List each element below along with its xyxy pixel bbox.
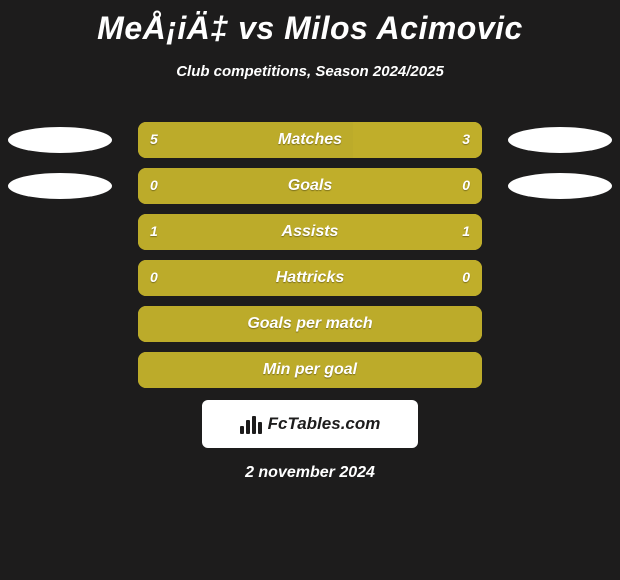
stat-row: 5 3 Matches — [0, 122, 620, 158]
stat-row: Goals per match — [0, 306, 620, 342]
comparison-card: MeÅ¡iÄ‡ vs Milos Acimovic Club competiti… — [0, 0, 620, 580]
logo-box: FcTables.com — [202, 400, 418, 448]
value-left: 0 — [150, 269, 158, 285]
bar-label: Min per goal — [263, 361, 357, 379]
logo-text: FcTables.com — [268, 414, 381, 434]
stat-bar: 1 1 Assists — [138, 214, 482, 250]
stat-row: Min per goal — [0, 352, 620, 388]
page-title: MeÅ¡iÄ‡ vs Milos Acimovic — [97, 10, 523, 47]
subtitle: Club competitions, Season 2024/2025 — [176, 63, 444, 80]
bar-label: Goals per match — [247, 315, 372, 333]
value-right: 0 — [462, 177, 470, 193]
value-right: 3 — [462, 131, 470, 147]
stat-row: 1 1 Assists — [0, 214, 620, 250]
value-left: 1 — [150, 223, 158, 239]
value-right: 0 — [462, 269, 470, 285]
bubble-right — [508, 173, 612, 199]
bubble-left — [8, 127, 112, 153]
bar-label: Hattricks — [276, 269, 344, 287]
stat-row: 0 0 Hattricks — [0, 260, 620, 296]
stat-rows: 5 3 Matches 0 0 Goals 1 1 Assists 0 0 Hattricks Goal… — [0, 122, 620, 388]
stat-bar: 0 0 Hattricks — [138, 260, 482, 296]
chart-icon — [240, 414, 262, 434]
value-left: 0 — [150, 177, 158, 193]
bar-label: Matches — [278, 131, 342, 149]
segment-left — [138, 168, 310, 204]
bar-label: Goals — [288, 177, 332, 195]
stat-bar: Goals per match — [138, 306, 482, 342]
stat-bar: 5 3 Matches — [138, 122, 482, 158]
bubble-right — [508, 127, 612, 153]
value-left: 5 — [150, 131, 158, 147]
stat-row: 0 0 Goals — [0, 168, 620, 204]
stat-bar: Min per goal — [138, 352, 482, 388]
bar-label: Assists — [282, 223, 339, 241]
stat-bar: 0 0 Goals — [138, 168, 482, 204]
date-text: 2 november 2024 — [245, 464, 375, 482]
segment-right — [310, 168, 482, 204]
value-right: 1 — [462, 223, 470, 239]
bubble-left — [8, 173, 112, 199]
